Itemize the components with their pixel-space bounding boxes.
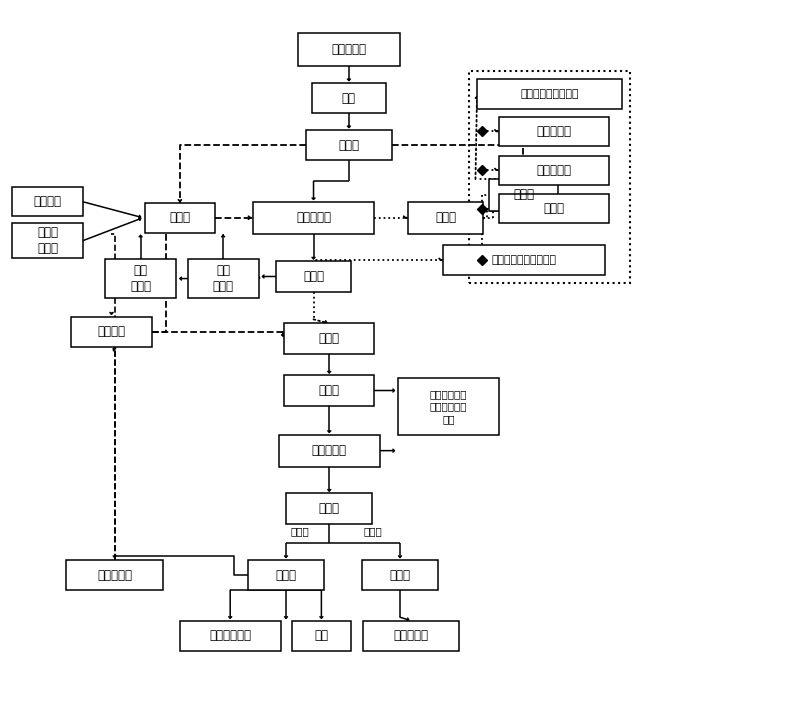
Text: 蒸发器: 蒸发器 <box>513 188 534 202</box>
Text: 太阳能
集热器: 太阳能 集热器 <box>38 226 58 255</box>
Bar <box>286 493 373 524</box>
Text: 筛上物: 筛上物 <box>290 527 309 537</box>
Bar <box>362 560 438 590</box>
Bar <box>363 620 459 651</box>
Bar <box>145 202 215 233</box>
Text: 干燥机: 干燥机 <box>318 332 340 345</box>
Text: 粉碎机: 粉碎机 <box>390 568 410 582</box>
Text: 蒸气
贮存器: 蒸气 贮存器 <box>130 264 151 293</box>
Bar <box>279 435 379 467</box>
Bar <box>106 259 176 298</box>
Bar <box>477 79 622 109</box>
Bar <box>66 560 163 590</box>
Text: 制肋造粒水: 制肋造粒水 <box>537 164 571 176</box>
Text: 金属分离机: 金属分离机 <box>312 444 346 457</box>
Bar <box>284 375 374 405</box>
Bar <box>469 70 630 283</box>
Text: 水气
分离器: 水气 分离器 <box>213 264 234 293</box>
Text: 肋料或饲料: 肋料或饲料 <box>394 630 429 642</box>
Text: 过磅: 过磅 <box>342 92 356 104</box>
Bar <box>253 202 374 233</box>
Text: 中孔筛: 中孔筛 <box>318 502 340 515</box>
Text: 热解液: 热解液 <box>435 212 456 224</box>
Text: 噴入焚烧炉、热解炉: 噴入焚烧炉、热解炉 <box>520 89 578 99</box>
Text: 焚烧或热解: 焚烧或热解 <box>97 568 132 582</box>
Bar <box>248 560 324 590</box>
Bar <box>443 245 605 275</box>
Bar <box>276 262 351 292</box>
Bar <box>398 378 499 435</box>
Text: 粉碎机: 粉碎机 <box>275 568 297 582</box>
Text: 磁分机: 磁分机 <box>318 384 340 397</box>
Bar <box>311 83 386 114</box>
Bar <box>408 202 483 233</box>
Bar <box>71 317 151 347</box>
Text: 建材: 建材 <box>314 630 328 642</box>
Text: 辅助锅炉: 辅助锅炉 <box>34 195 62 209</box>
Text: 闪蒸器: 闪蒸器 <box>303 270 324 283</box>
Bar <box>180 620 281 651</box>
Bar <box>306 130 392 160</box>
Text: 灰渣冷却水: 灰渣冷却水 <box>537 125 571 138</box>
Bar <box>298 33 400 66</box>
Text: 处理后循环利用或排放: 处理后循环利用或排放 <box>492 255 557 265</box>
Text: 液体肋: 液体肋 <box>543 202 565 215</box>
Bar <box>291 620 351 651</box>
Bar <box>499 195 609 223</box>
Bar <box>188 259 258 298</box>
Text: 铁、铜、铅、
锤、不锈锂、
电池: 铁、铜、铅、 锤、不锈锂、 电池 <box>430 389 467 424</box>
Text: 筛下物: 筛下物 <box>363 527 382 537</box>
Bar <box>13 223 83 258</box>
Bar <box>13 188 83 216</box>
Bar <box>499 156 609 185</box>
Text: 大孔筛: 大孔筛 <box>338 139 359 152</box>
Text: 垃圾、污泥: 垃圾、污泥 <box>331 43 366 56</box>
Bar <box>499 117 609 146</box>
Text: 锅炉余热: 锅炉余热 <box>98 325 126 338</box>
Text: 垃圾衍生燃料: 垃圾衍生燃料 <box>210 630 251 642</box>
Text: 水蒸气: 水蒸气 <box>170 212 190 224</box>
Text: 热解反应器: 热解反应器 <box>296 212 331 224</box>
Bar <box>284 324 374 354</box>
Bar <box>489 179 558 211</box>
